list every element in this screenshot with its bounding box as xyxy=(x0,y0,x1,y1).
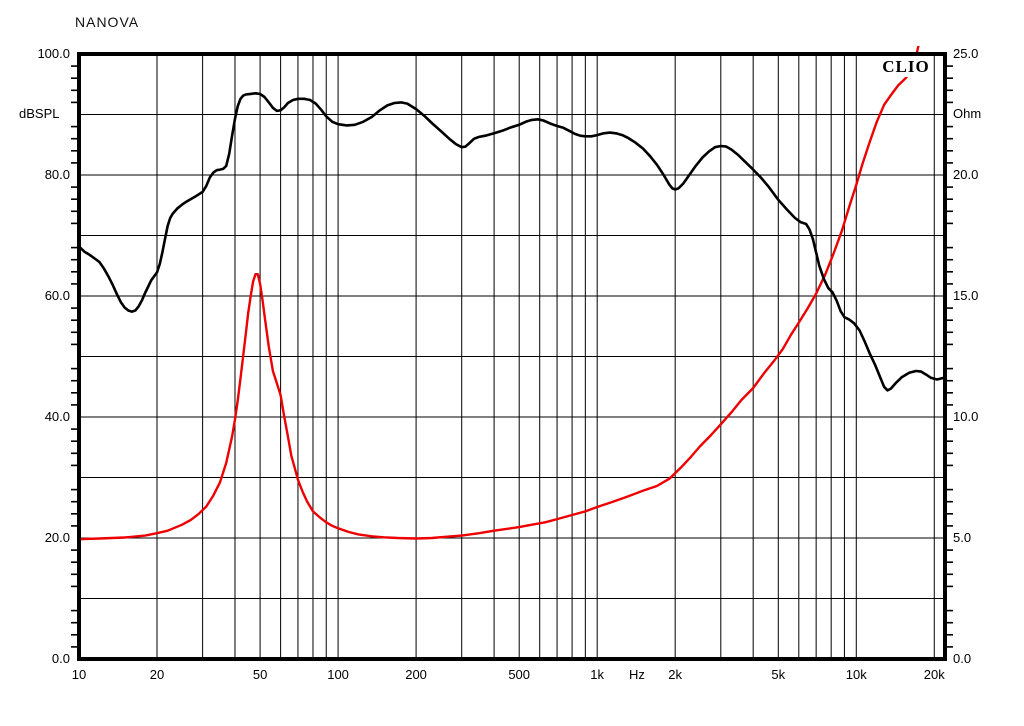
x-axis-tick-label: 500 xyxy=(508,667,531,682)
minor-ticks xyxy=(71,65,953,648)
plot-border xyxy=(77,52,947,661)
left-axis-tick-label: 80.0 xyxy=(44,167,70,182)
left-axis-unit-label: dBSPL xyxy=(19,106,60,121)
x-axis-tick-label: 100 xyxy=(327,667,349,682)
clio-logo: CLIO xyxy=(879,56,933,77)
x-axis-tick-label: 10 xyxy=(71,667,87,682)
right-axis-tick-label: 5.0 xyxy=(953,530,972,545)
x-axis-tick-label: 50 xyxy=(252,667,268,682)
x-axis-unit-label: Hz xyxy=(629,667,645,682)
left-axis-tick-label: 20.0 xyxy=(44,530,70,545)
right-axis-tick-label: 15.0 xyxy=(953,288,979,303)
right-axis-tick-label: 0.0 xyxy=(953,651,972,666)
spl-curve xyxy=(77,92,946,392)
x-axis-tick-label: 200 xyxy=(405,667,427,682)
left-axis-tick-label: 100.0 xyxy=(37,46,70,61)
measurement-title: NANOVA xyxy=(75,14,140,30)
x-axis-tick-label: 20k xyxy=(923,667,945,682)
right-axis-tick-label: 25.0 xyxy=(953,46,979,61)
right-axis-tick-label: 20.0 xyxy=(953,167,979,182)
x-axis-tick-label: 2k xyxy=(668,667,683,682)
impedance-curve xyxy=(77,46,920,541)
right-axis-tick-label: 10.0 xyxy=(953,409,979,424)
x-axis-tick-label: 10k xyxy=(845,667,867,682)
grid-lines xyxy=(79,54,945,659)
right-axis-unit-label: Ohm xyxy=(953,106,982,121)
x-axis-tick-label: 20 xyxy=(149,667,165,682)
left-axis-tick-label: 0.0 xyxy=(51,651,70,666)
x-axis-tick-label: 5k xyxy=(771,667,786,682)
left-axis-tick-label: 60.0 xyxy=(44,288,70,303)
left-axis-tick-label: 40.0 xyxy=(44,409,70,424)
x-axis-tick-label: 1k xyxy=(590,667,605,682)
